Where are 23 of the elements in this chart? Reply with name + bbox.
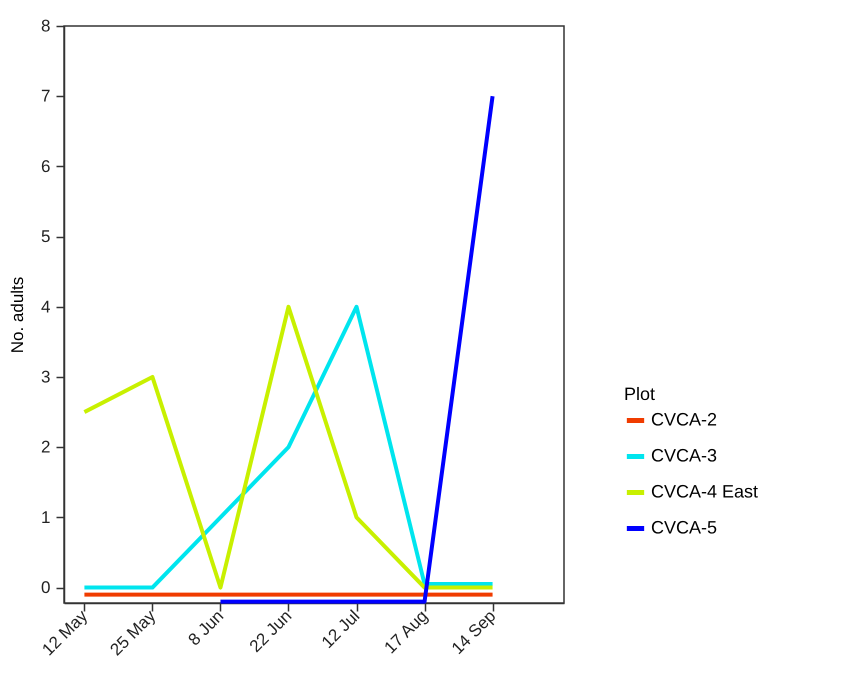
x-tick-label: 12 Jul bbox=[318, 606, 364, 652]
y-tick-label: 1 bbox=[41, 508, 50, 527]
line-series bbox=[82, 304, 495, 590]
x-tick-label: 22 Jun bbox=[246, 606, 296, 656]
legend-label: CVCA-3 bbox=[651, 446, 718, 466]
y-tick-label: 3 bbox=[41, 367, 50, 386]
y-tick-label: 7 bbox=[41, 86, 50, 106]
y-tick-label: 2 bbox=[41, 438, 50, 457]
y-tick-label: 4 bbox=[41, 297, 50, 316]
x-tick-label: 25 May bbox=[106, 606, 160, 660]
y-tick-label: 5 bbox=[41, 227, 50, 246]
x-tick-label: 17 Aug bbox=[380, 606, 432, 658]
legend-label: CVCA-2 bbox=[651, 410, 718, 430]
y-tick-label: 0 bbox=[41, 578, 50, 598]
legend-label: CVCA-5 bbox=[651, 518, 718, 538]
x-tick-label: 8 Jun bbox=[184, 606, 228, 650]
legend-title: Plot bbox=[624, 384, 656, 404]
y-tick-label: 6 bbox=[41, 156, 50, 176]
y-axis-title: No. adults bbox=[8, 276, 28, 354]
y-tick-label: 8 bbox=[41, 16, 50, 36]
x-tick-label: 12 May bbox=[38, 606, 92, 660]
x-tick-label: 14 Sep bbox=[448, 606, 500, 658]
legend-label: CVCA-4 East bbox=[651, 482, 758, 502]
